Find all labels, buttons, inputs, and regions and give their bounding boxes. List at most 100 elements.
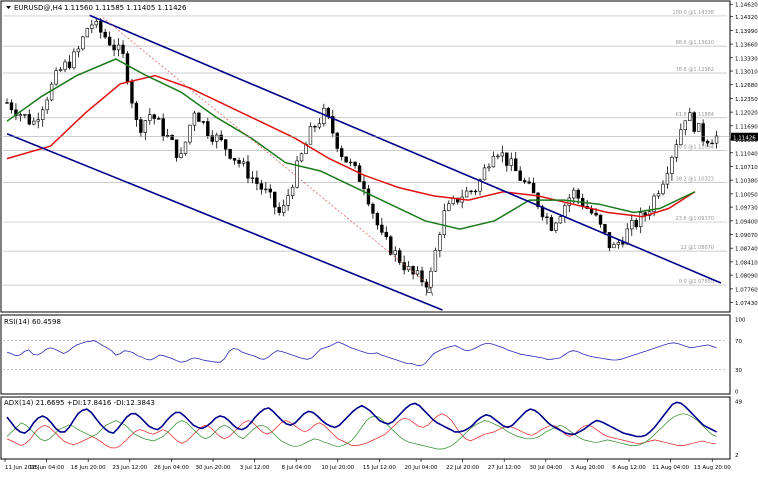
candle-body (710, 142, 714, 145)
price-tick-label: 1.09070 (735, 233, 758, 239)
candle-body (438, 234, 442, 251)
fib-label: 78.6 @1.12962 (676, 67, 714, 73)
candle-body (188, 124, 192, 143)
current-price-label: 1.11426 (733, 135, 756, 141)
candle-body (518, 170, 522, 181)
rsi-indicator: 0 30 70 100 (3, 318, 746, 396)
candle-body (14, 109, 18, 117)
candle-body (598, 214, 603, 225)
price-tick-label: 1.09400 (735, 219, 758, 225)
adx-indicator: 2 49 (6, 400, 742, 459)
price-tick-label: 1.10050 (735, 192, 758, 198)
time-tick-label: 18 Jun 20:00 (71, 465, 106, 471)
time-tick-label: 11 Jun 2015 (5, 465, 39, 471)
price-tick-label: 1.13660 (735, 43, 758, 49)
fibonacci-levels: 100.0 @1.14338 88.6 @1.13610 78.6 @1.12962… (3, 10, 727, 286)
collapse-arrow-icon[interactable] (6, 6, 11, 9)
channel-upper-line (89, 14, 722, 284)
candle-body (125, 53, 130, 83)
moving-averages (6, 58, 696, 230)
slow-moving-average-line (6, 74, 696, 218)
candle-body (148, 114, 152, 121)
candle-body (362, 181, 366, 190)
candle-body (366, 188, 371, 205)
candle-body (420, 270, 424, 283)
candle-body (58, 69, 63, 71)
candle-body (679, 129, 683, 146)
candle-body (603, 224, 607, 233)
candle-body (522, 180, 527, 183)
candle-body (326, 107, 330, 117)
candle-body (90, 24, 94, 29)
candle-body (429, 270, 433, 288)
price-tick-label: 1.07760 (735, 287, 758, 293)
price-tick-label: 1.08410 (735, 260, 758, 266)
candle-body (130, 81, 134, 104)
candle-body (607, 232, 612, 249)
candle-body (683, 120, 688, 130)
candle-body (335, 132, 339, 149)
candle-body (103, 31, 107, 38)
candle-body (630, 219, 634, 230)
time-tick-label: 15 Jul 12:00 (363, 465, 396, 471)
candle-body (139, 119, 143, 133)
candle-body (500, 152, 505, 157)
rsi-tick-label: 70 (735, 339, 742, 345)
candle-body (572, 189, 576, 199)
candle-body (290, 186, 295, 196)
candle-body (701, 123, 705, 142)
candle-body (505, 152, 509, 166)
candle-body (197, 112, 201, 122)
candle-body (563, 205, 567, 217)
candle-body (688, 112, 692, 122)
candle-body (112, 44, 116, 51)
candle-body (621, 242, 625, 245)
candle-body (576, 189, 580, 199)
trend-channel[interactable]: A (6, 14, 722, 311)
candle-body (81, 36, 85, 50)
channel-lower-line (6, 132, 443, 311)
candle-body (545, 216, 549, 218)
rsi-line (6, 340, 717, 367)
candle-body (36, 119, 40, 122)
candle-body (259, 183, 264, 190)
candle-body (353, 161, 357, 167)
time-tick-label: 27 Jul 12:00 (488, 465, 521, 471)
candle-body (192, 112, 197, 126)
time-tick-label: 10 Jul 20:00 (321, 465, 354, 471)
adx-tick-label: 2 (735, 453, 739, 459)
candle-body (210, 135, 214, 142)
candle-body (402, 262, 406, 271)
candle-body (491, 155, 496, 168)
candle-body (616, 242, 621, 245)
price-tick-label: 1.10710 (735, 165, 758, 171)
price-tick-label: 1.11360 (735, 138, 758, 144)
candlesticks (5, 18, 719, 294)
candle-body (313, 125, 317, 128)
adx-tick-label: 49 (735, 400, 742, 406)
candle-body (94, 20, 98, 26)
candle-body (277, 206, 281, 213)
candle-body (652, 195, 656, 212)
candle-body (674, 144, 679, 158)
candle-body (527, 181, 531, 184)
candle-body (549, 217, 554, 231)
time-tick-label: 3 Jul 12:00 (240, 465, 270, 471)
candle-body (670, 157, 674, 174)
fast-moving-average-line (6, 58, 696, 230)
time-tick-label: 3 Aug 20:00 (571, 465, 605, 471)
price-tick-label: 1.08090 (735, 274, 758, 280)
fib-label: 0.0 @1.07850 (679, 279, 714, 285)
candle-body (219, 134, 223, 140)
candle-body (531, 182, 536, 194)
candle-body (232, 158, 237, 161)
candle-body (348, 161, 353, 164)
candle-body (375, 213, 380, 226)
candle-body (255, 177, 259, 184)
price-tick-label: 1.12680 (735, 83, 758, 89)
candle-body (27, 114, 32, 125)
fib-label: 88.6 @1.13610 (676, 40, 714, 46)
candle-body (206, 121, 210, 137)
candle-body (612, 244, 616, 249)
